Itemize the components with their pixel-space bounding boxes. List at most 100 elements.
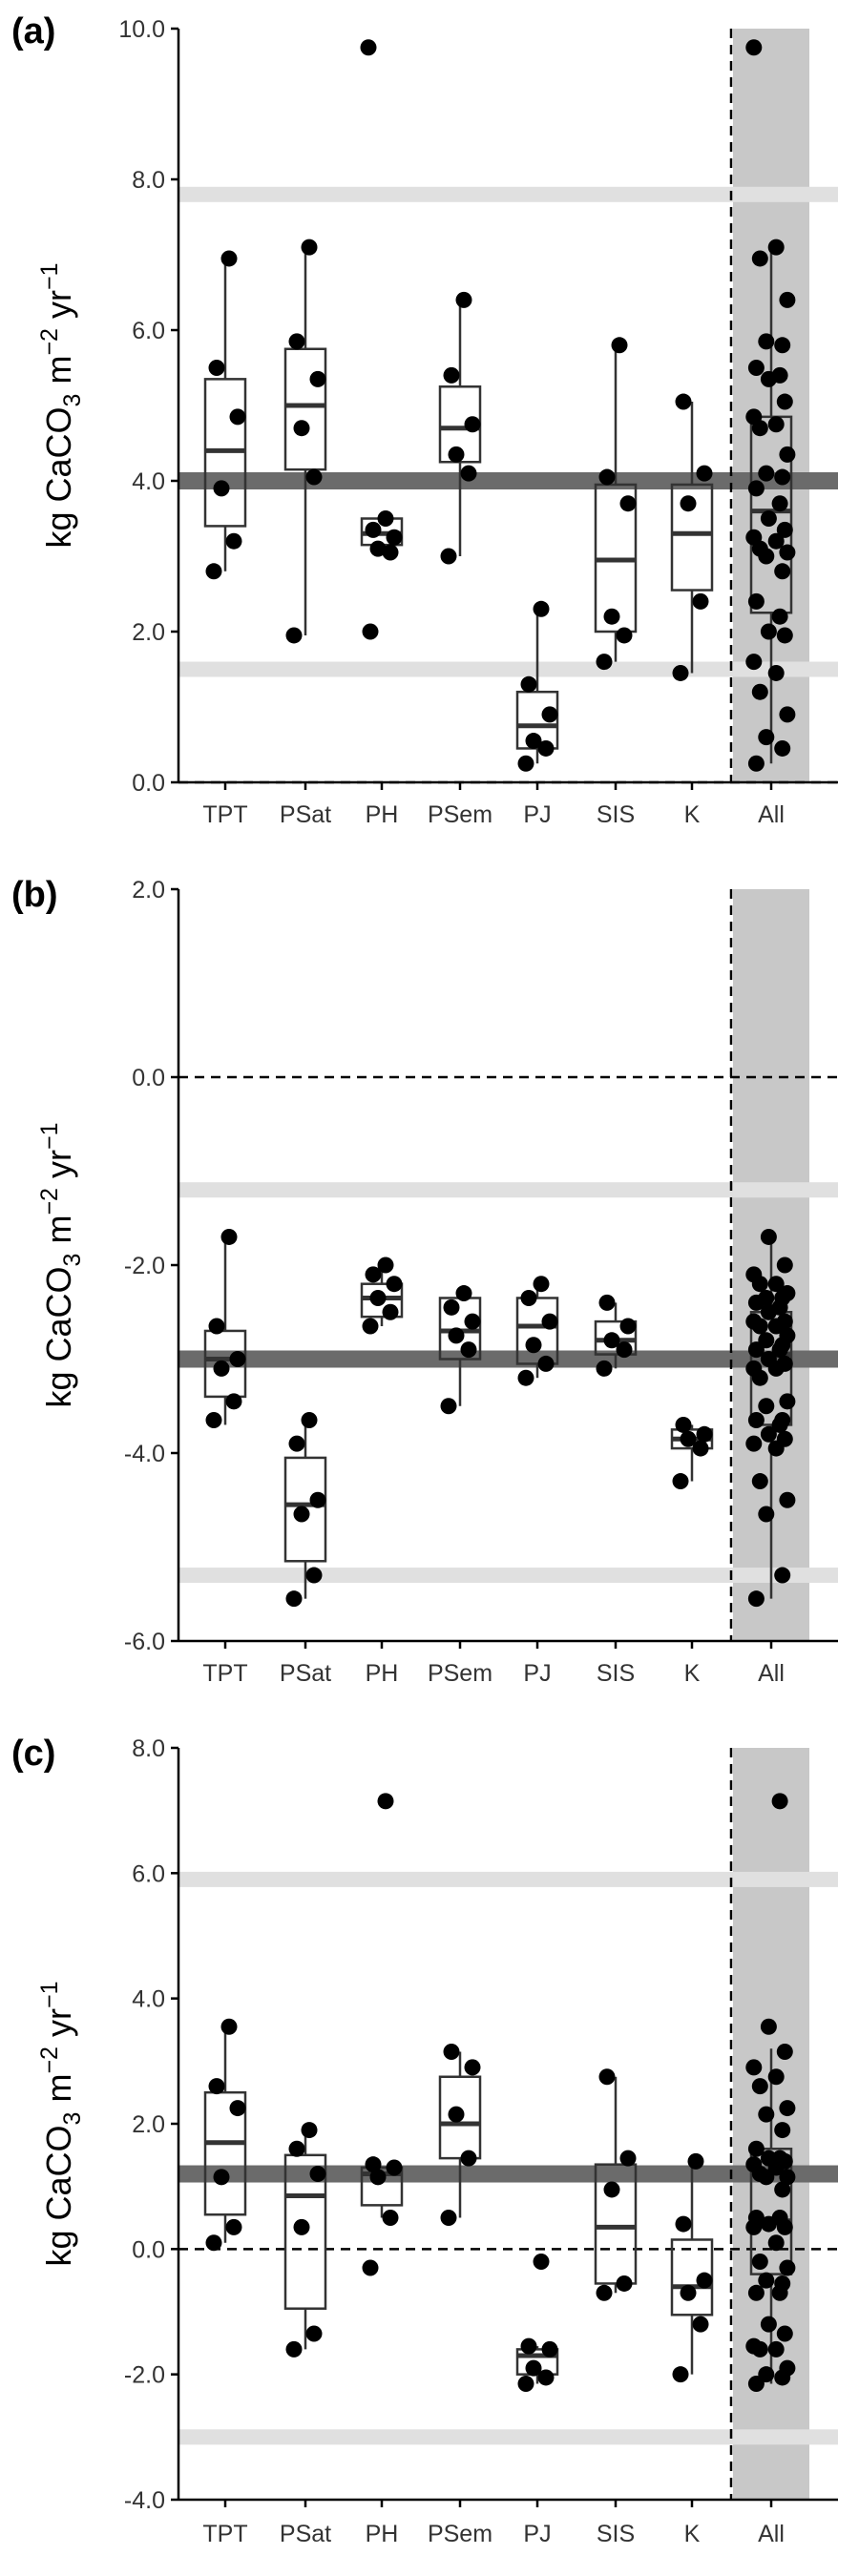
data-point xyxy=(774,739,791,757)
data-point xyxy=(440,2210,457,2226)
upper-reference-band xyxy=(178,186,838,202)
data-point xyxy=(747,1590,765,1608)
points-SIS xyxy=(596,2068,637,2301)
data-point xyxy=(619,2150,637,2167)
data-point xyxy=(365,1266,382,1283)
x-tick-label: PSem xyxy=(428,1660,492,1687)
data-point xyxy=(301,1412,318,1429)
data-point xyxy=(205,563,222,580)
data-point xyxy=(696,465,713,482)
data-point xyxy=(464,416,481,433)
x-tick-label: PH xyxy=(366,2521,399,2547)
box-iqr xyxy=(283,1456,327,1563)
data-point xyxy=(365,521,382,538)
data-point xyxy=(771,495,788,512)
x-tick-label: SIS xyxy=(597,2521,635,2547)
data-point xyxy=(229,408,246,426)
data-point xyxy=(598,2068,616,2086)
data-point xyxy=(774,1567,791,1584)
points-SIS xyxy=(596,337,637,671)
data-point xyxy=(779,1285,796,1302)
points-PH xyxy=(362,1257,403,1335)
data-point xyxy=(675,393,692,410)
lower-reference-band xyxy=(178,1568,838,1584)
points-PJ xyxy=(517,600,558,772)
data-point xyxy=(758,1332,775,1349)
mean-reference-band xyxy=(178,472,838,489)
data-point xyxy=(779,1327,796,1344)
data-point xyxy=(760,2018,777,2035)
points-PSem xyxy=(440,2043,481,2226)
data-point xyxy=(448,1327,465,1344)
upper-reference-band xyxy=(178,1182,838,1198)
x-tick-label: PH xyxy=(366,1660,399,1687)
data-point xyxy=(747,1412,765,1429)
box-iqr xyxy=(670,483,714,592)
data-point xyxy=(747,2210,765,2226)
points-PSem xyxy=(440,291,481,565)
data-point xyxy=(767,664,785,681)
data-point xyxy=(758,2366,775,2383)
data-point xyxy=(285,627,303,644)
data-point xyxy=(747,2140,765,2157)
data-point xyxy=(751,1473,768,1490)
data-point xyxy=(760,510,777,527)
data-point xyxy=(758,729,775,746)
data-point xyxy=(758,1398,775,1415)
y-tick-label: -2.0 xyxy=(124,1253,165,1279)
data-point xyxy=(386,1276,403,1293)
x-tick-label: SIS xyxy=(597,1660,635,1687)
data-point xyxy=(455,1285,472,1302)
data-point xyxy=(776,2043,793,2060)
y-tick-label: 0.0 xyxy=(132,2236,165,2263)
panel-label: (c) xyxy=(11,1734,55,1774)
y-tick-label: 4.0 xyxy=(132,468,165,495)
data-point xyxy=(596,1360,613,1377)
x-tick-label: PSem xyxy=(428,801,492,828)
boxplot-PSat xyxy=(283,2129,327,2350)
data-point xyxy=(771,2150,788,2167)
data-point xyxy=(779,1393,796,1410)
data-point xyxy=(776,627,793,644)
data-point xyxy=(305,1567,323,1584)
data-point xyxy=(603,2181,620,2198)
data-point xyxy=(382,544,399,561)
data-point xyxy=(520,675,537,693)
data-point xyxy=(301,2122,318,2139)
data-point xyxy=(767,2340,785,2358)
x-tick-label: PSat xyxy=(280,2521,331,2547)
data-point xyxy=(362,623,379,640)
x-tick-label: TPT xyxy=(202,801,247,828)
data-point xyxy=(672,2366,689,2383)
boxplot-SIS xyxy=(594,344,638,662)
data-point xyxy=(288,1435,305,1452)
y-axis-title: kg CaCO3 m−2 yr−1 xyxy=(36,263,86,549)
data-point xyxy=(692,592,709,610)
data-point xyxy=(776,1257,793,1274)
data-point xyxy=(382,1303,399,1320)
points-TPT xyxy=(205,2018,246,2252)
data-point xyxy=(525,733,542,750)
panel-label: (b) xyxy=(11,875,58,915)
data-point xyxy=(751,2253,768,2270)
data-point xyxy=(696,1425,713,1443)
data-point xyxy=(771,1793,788,1810)
boxplot-PSem xyxy=(438,2051,482,2218)
data-point xyxy=(760,623,777,640)
panel-1: 0.0 2.0 4.0 6.0 8.0 10.0 TPT PSat PH PSem PJ SIS K Al… xyxy=(11,11,838,828)
data-point xyxy=(745,1435,763,1452)
y-tick-label: -6.0 xyxy=(124,1629,165,1655)
data-point xyxy=(745,1266,763,1283)
data-point xyxy=(305,468,323,486)
y-tick-label: 0.0 xyxy=(132,770,165,797)
points-K xyxy=(672,2152,713,2383)
data-point xyxy=(598,468,616,486)
x-tick-label: PJ xyxy=(523,801,551,828)
data-point xyxy=(747,592,765,610)
data-point xyxy=(537,1355,555,1372)
data-point xyxy=(382,2210,399,2226)
data-point xyxy=(208,2078,225,2095)
data-point xyxy=(672,664,689,681)
data-point xyxy=(533,1276,550,1293)
points-PJ xyxy=(517,1276,558,1386)
